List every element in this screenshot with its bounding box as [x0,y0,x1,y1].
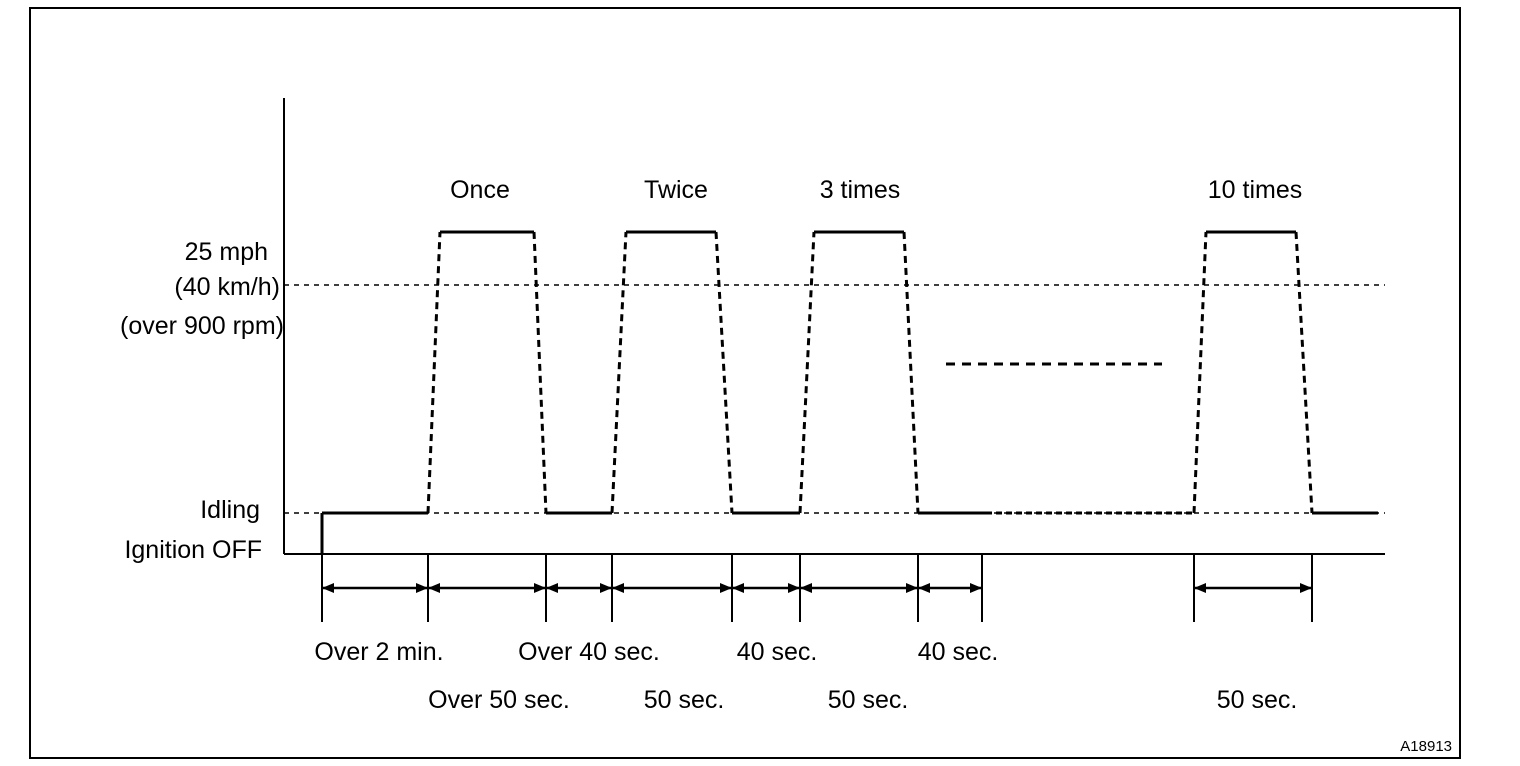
duration-label: 40 sec. [737,638,818,666]
ramp-up [610,231,628,514]
figure-code: A18913 [1400,738,1452,755]
cycle-label-ten: 10 times [1208,176,1302,204]
cycle-label-three: 3 times [820,176,901,204]
ramp-down [714,231,734,514]
ignition-off-label: Ignition OFF [124,536,262,564]
idling-label: Idling [200,496,260,524]
duration-label: 50 sec. [644,686,725,714]
duration-label: 40 sec. [918,638,999,666]
duration-label: Over 40 sec. [518,638,660,666]
ramp-up [1192,231,1208,514]
duration-label: 50 sec. [1217,686,1298,714]
ramp-down [532,231,548,514]
speed-label-rpm: (over 900 rpm) [120,312,284,340]
duration-label: Over 50 sec. [428,686,570,714]
duration-label: Over 2 min. [314,638,443,666]
speed-label-mph: 25 mph [185,238,268,266]
speed-label-kmh: (40 km/h) [174,273,280,301]
ramp-down [902,231,920,514]
speed-ramps [426,231,1314,514]
cycle-label-once: Once [450,176,510,204]
duration-label: 50 sec. [828,686,909,714]
ramp-down [1294,231,1314,514]
figure-frame [29,7,1461,759]
ramp-up [798,231,816,514]
cycle-label-twice: Twice [644,176,708,204]
ramp-up [426,231,442,514]
